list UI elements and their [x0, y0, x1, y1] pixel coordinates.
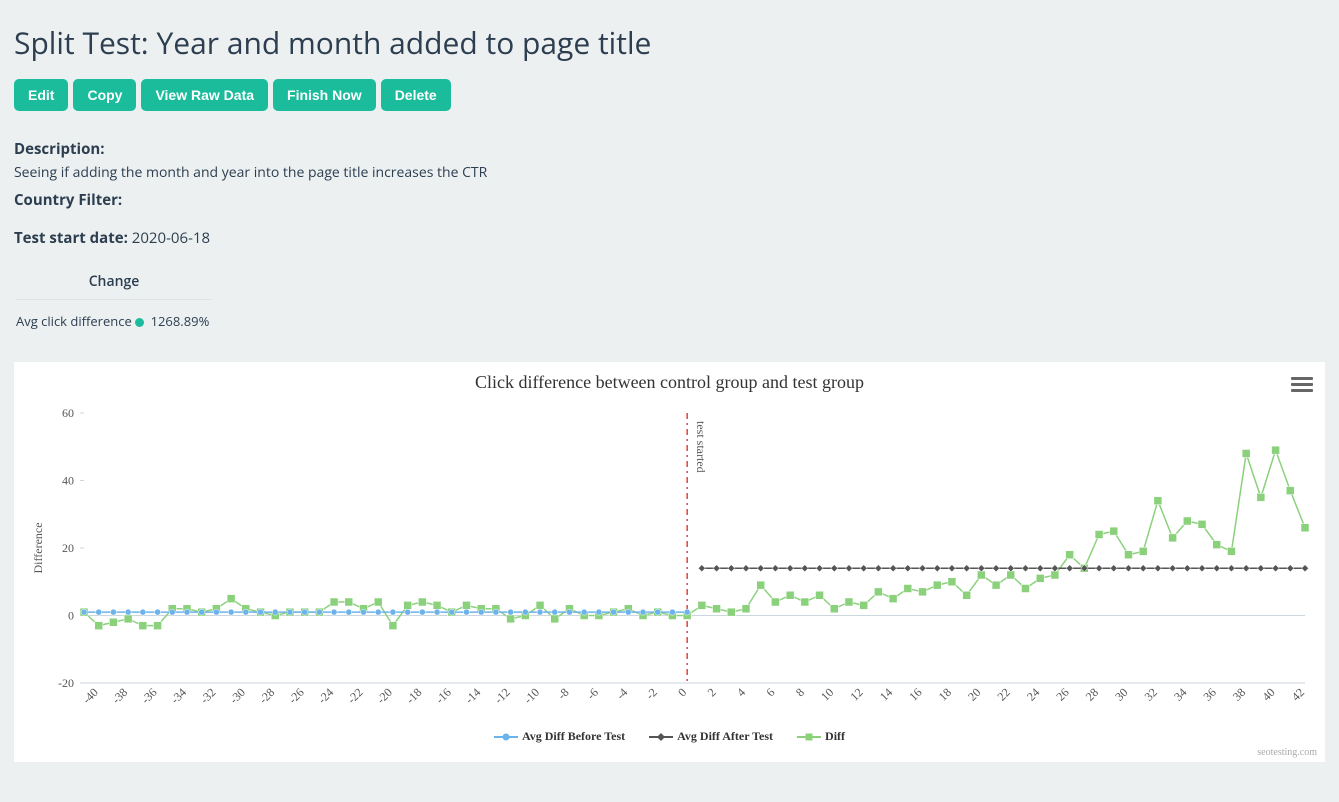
svg-text:-10: -10 — [521, 685, 542, 706]
svg-text:36: 36 — [1200, 685, 1218, 703]
svg-text:-24: -24 — [315, 685, 336, 706]
svg-text:-14: -14 — [462, 685, 483, 706]
edit-button[interactable]: Edit — [14, 79, 68, 111]
svg-text:30: 30 — [1112, 685, 1130, 703]
svg-text:22: 22 — [995, 685, 1013, 703]
svg-text:-36: -36 — [138, 685, 159, 706]
svg-text:16: 16 — [906, 685, 924, 703]
svg-text:20: 20 — [965, 685, 983, 703]
svg-text:40: 40 — [1259, 685, 1277, 703]
page-title: Split Test: Year and month added to page… — [14, 22, 1325, 63]
svg-text:-26: -26 — [286, 685, 307, 706]
description-text: Seeing if adding the month and year into… — [14, 163, 1325, 182]
chart-menu-icon[interactable] — [1291, 374, 1313, 395]
svg-text:24: 24 — [1024, 685, 1042, 703]
svg-text:Difference: Difference — [31, 522, 45, 573]
svg-text:2: 2 — [705, 685, 719, 699]
chart-title: Click difference between control group a… — [24, 372, 1315, 393]
country-filter-label: Country Filter: — [14, 190, 1325, 210]
svg-text:-34: -34 — [168, 685, 189, 706]
svg-text:-32: -32 — [197, 685, 218, 706]
svg-text:6: 6 — [763, 685, 777, 699]
svg-text:14: 14 — [877, 685, 895, 703]
copy-button[interactable]: Copy — [73, 79, 136, 111]
legend-item[interactable]: Diff — [797, 729, 845, 744]
stats-row-value: 1268.89% — [151, 312, 210, 330]
svg-text:60: 60 — [62, 406, 74, 420]
legend-item[interactable]: Avg Diff After Test — [649, 729, 773, 744]
svg-text:34: 34 — [1171, 685, 1189, 703]
chart-legend: Avg Diff Before Test Avg Diff After Test D… — [24, 729, 1315, 744]
svg-text:0: 0 — [68, 609, 74, 623]
svg-text:10: 10 — [818, 685, 836, 703]
legend-item[interactable]: Avg Diff Before Test — [494, 729, 625, 744]
svg-text:-40: -40 — [80, 685, 101, 706]
svg-text:4: 4 — [734, 685, 748, 699]
start-date-value: 2020-06-18 — [132, 228, 210, 248]
svg-text:18: 18 — [936, 685, 954, 703]
svg-text:-30: -30 — [227, 685, 248, 706]
svg-text:-4: -4 — [613, 685, 630, 702]
svg-text:0: 0 — [675, 685, 689, 699]
chart-credit: seotesting.com — [1257, 747, 1317, 758]
svg-text:12: 12 — [847, 685, 865, 703]
stats-row-dot-icon — [135, 318, 144, 327]
chart-svg: -200204060Difference-40-38-36-34-32-30-2… — [24, 393, 1315, 723]
svg-text:-16: -16 — [433, 685, 454, 706]
svg-text:-18: -18 — [403, 685, 424, 706]
svg-text:-6: -6 — [584, 685, 601, 702]
stats-header-change: Change — [16, 268, 212, 300]
svg-text:test started: test started — [694, 421, 708, 473]
view-raw-button[interactable]: View Raw Data — [141, 79, 268, 111]
description-label: Description: — [14, 139, 1325, 159]
finish-now-button[interactable]: Finish Now — [273, 79, 376, 111]
start-date-label: Test start date: — [14, 228, 128, 248]
svg-text:8: 8 — [793, 685, 807, 699]
action-bar: Edit Copy View Raw Data Finish Now Delet… — [14, 79, 1325, 111]
svg-text:-2: -2 — [643, 685, 660, 702]
svg-text:-38: -38 — [109, 685, 130, 706]
stats-row-label: Avg click difference — [16, 312, 132, 330]
svg-text:40: 40 — [62, 474, 74, 488]
delete-button[interactable]: Delete — [381, 79, 451, 111]
svg-text:20: 20 — [62, 541, 74, 555]
chart-card: Click difference between control group a… — [14, 362, 1325, 762]
stats-table: Change Avg click difference 1268.89% — [14, 266, 214, 332]
svg-text:-8: -8 — [555, 685, 572, 702]
svg-text:-22: -22 — [344, 685, 365, 706]
svg-text:-20: -20 — [58, 676, 74, 690]
svg-text:28: 28 — [1083, 685, 1101, 703]
svg-text:32: 32 — [1142, 685, 1160, 703]
svg-text:-20: -20 — [374, 685, 395, 706]
svg-text:-12: -12 — [492, 685, 513, 706]
svg-text:26: 26 — [1053, 685, 1071, 703]
svg-text:-28: -28 — [256, 685, 277, 706]
svg-text:42: 42 — [1289, 685, 1307, 703]
svg-text:38: 38 — [1230, 685, 1248, 703]
